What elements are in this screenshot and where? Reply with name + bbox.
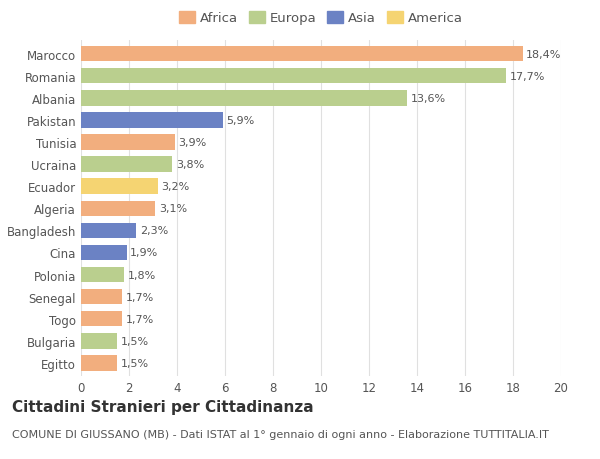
Bar [81,91,407,106]
Bar [81,201,155,217]
Text: 1,5%: 1,5% [121,336,149,346]
Text: 18,4%: 18,4% [526,50,562,60]
Text: 1,9%: 1,9% [130,248,158,258]
Text: 3,9%: 3,9% [178,138,206,148]
Text: 3,2%: 3,2% [161,182,190,192]
Bar [81,333,117,349]
Bar [81,223,136,239]
Text: 5,9%: 5,9% [226,116,254,126]
Bar [81,157,172,173]
Text: COMUNE DI GIUSSANO (MB) - Dati ISTAT al 1° gennaio di ogni anno - Elaborazione T: COMUNE DI GIUSSANO (MB) - Dati ISTAT al … [12,429,549,439]
Bar [81,69,506,84]
Bar [81,135,175,151]
Text: 1,8%: 1,8% [128,270,156,280]
Text: 3,1%: 3,1% [159,204,187,214]
Text: 1,5%: 1,5% [121,358,149,368]
Text: 2,3%: 2,3% [140,226,168,236]
Bar [81,267,124,283]
Legend: Africa, Europa, Asia, America: Africa, Europa, Asia, America [176,9,466,28]
Bar [81,179,158,195]
Bar [81,47,523,62]
Bar [81,245,127,261]
Text: 13,6%: 13,6% [411,94,446,104]
Bar [81,311,122,327]
Text: 1,7%: 1,7% [125,292,154,302]
Text: Cittadini Stranieri per Cittadinanza: Cittadini Stranieri per Cittadinanza [12,399,314,414]
Bar [81,113,223,129]
Bar [81,289,122,305]
Text: 17,7%: 17,7% [509,72,545,82]
Bar [81,355,117,371]
Text: 3,8%: 3,8% [176,160,204,170]
Text: 1,7%: 1,7% [125,314,154,324]
